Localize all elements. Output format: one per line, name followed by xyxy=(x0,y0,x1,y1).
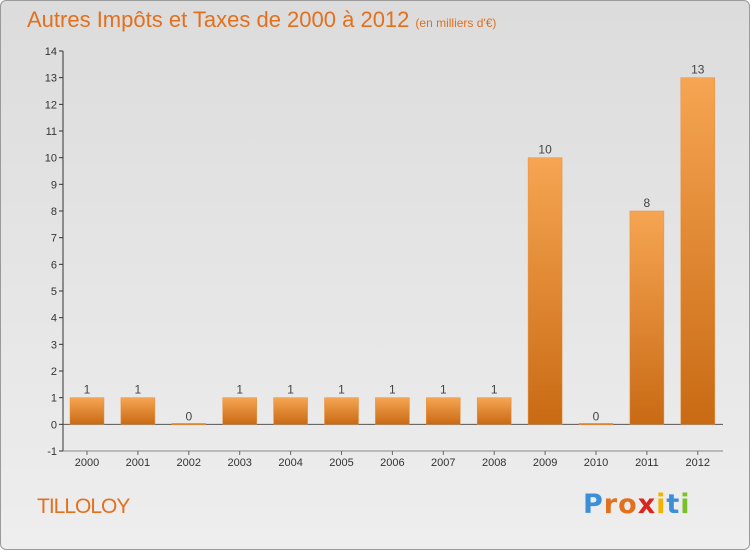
value-label-2006: 1 xyxy=(389,383,396,397)
bar-2002 xyxy=(171,423,207,426)
logo-letter: i xyxy=(680,489,691,520)
chart-title: Autres Impôts et Taxes de 2000 à 2012 (en… xyxy=(27,7,496,33)
y-tick-label-4: 3 xyxy=(51,339,57,351)
x-tick-label-2005: 2005 xyxy=(329,457,353,469)
y-tick-label-13: 12 xyxy=(45,99,57,111)
value-label-2010: 0 xyxy=(593,409,600,423)
x-tick-label-2001: 2001 xyxy=(126,457,150,469)
value-label-2012: 13 xyxy=(691,63,705,77)
proxiti-logo: Proxiti xyxy=(583,489,691,520)
bar-2006 xyxy=(375,397,410,425)
x-tick-label-2007: 2007 xyxy=(431,457,455,469)
chart-bars xyxy=(69,77,716,426)
y-tick-label-10: 9 xyxy=(51,179,57,191)
bar-2005 xyxy=(324,397,359,425)
bar-2004 xyxy=(273,397,308,425)
chart-title-text: Autres Impôts et Taxes de 2000 à 2012 xyxy=(27,7,410,32)
x-tick-label-2009: 2009 xyxy=(533,457,557,469)
y-tick-label-5: 4 xyxy=(51,313,57,325)
bar-2000 xyxy=(69,397,105,425)
logo-letter: i xyxy=(656,489,667,520)
value-label-2000: 1 xyxy=(84,383,91,397)
value-label-2002: 0 xyxy=(185,409,192,423)
x-tick-label-2000: 2000 xyxy=(75,457,99,469)
y-tick-label-9: 8 xyxy=(51,206,57,218)
bar-2001 xyxy=(120,397,156,425)
value-label-2007: 1 xyxy=(440,383,447,397)
x-tick-label-2004: 2004 xyxy=(278,457,302,469)
logo-letter: r xyxy=(603,489,619,520)
chart-labels: 1 2000 1 2001 0 2002 1 2003 1 2004 1 2005 1 2006 1 2007… xyxy=(75,63,710,469)
logo-letter: P xyxy=(583,489,604,520)
value-label-2011: 8 xyxy=(644,196,651,210)
bar-2008 xyxy=(476,397,512,425)
y-tick-label-12: 11 xyxy=(46,126,57,138)
x-tick-label-2011: 2011 xyxy=(635,457,659,469)
value-label-2009: 10 xyxy=(538,143,552,157)
logo-letter: x xyxy=(637,489,657,520)
value-label-2005: 1 xyxy=(338,383,345,397)
y-tick-label-0: -1 xyxy=(47,446,57,458)
x-tick-label-2006: 2006 xyxy=(380,457,404,469)
value-label-2004: 1 xyxy=(287,383,294,397)
y-tick-label-7: 6 xyxy=(51,259,57,271)
bar-2012 xyxy=(680,77,716,425)
y-tick-label-3: 2 xyxy=(51,366,57,378)
x-tick-label-2002: 2002 xyxy=(177,457,201,469)
y-tick-label-11: 10 xyxy=(45,153,57,165)
value-label-2001: 1 xyxy=(135,383,142,397)
x-tick-label-2012: 2012 xyxy=(686,457,710,469)
bar-2007 xyxy=(426,397,461,425)
x-tick-label-2003: 2003 xyxy=(227,457,251,469)
bar-2011 xyxy=(629,210,665,425)
y-tick-label-8: 7 xyxy=(51,233,57,245)
y-tick-label-2: 1 xyxy=(51,393,57,405)
logo-letter: t xyxy=(666,489,681,520)
bar-2010 xyxy=(578,423,614,426)
x-tick-label-2008: 2008 xyxy=(482,457,506,469)
y-tick-label-14: 13 xyxy=(45,73,57,85)
chart-subtitle: (en milliers d'€) xyxy=(415,16,497,30)
y-tick-label-1: 0 xyxy=(51,419,57,431)
logo-letter: o xyxy=(618,489,638,520)
bar-2009 xyxy=(527,157,563,425)
commune-name: TILLOLOY xyxy=(37,495,130,518)
bar-2003 xyxy=(222,397,257,425)
x-tick-label-2010: 2010 xyxy=(584,457,608,469)
y-tick-label-6: 5 xyxy=(51,286,57,298)
y-tick-label-15: 14 xyxy=(45,46,57,58)
value-label-2008: 1 xyxy=(491,383,498,397)
value-label-2003: 1 xyxy=(236,383,243,397)
